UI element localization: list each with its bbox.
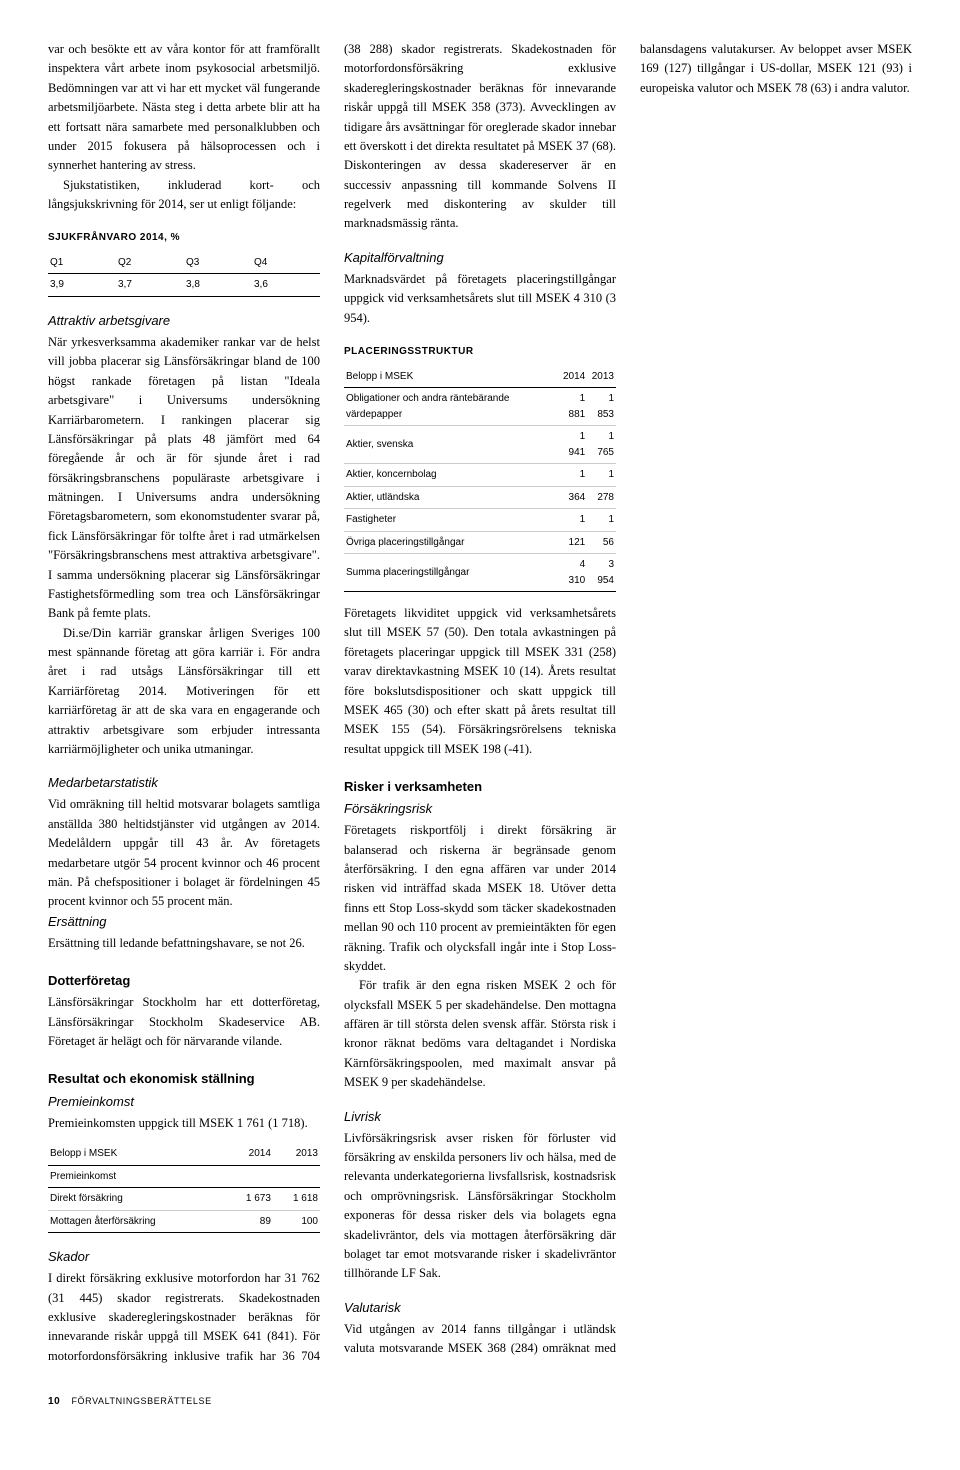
table-header: 2014 [226,1143,273,1165]
table-cell: 1 765 [587,426,616,464]
table-title: PLACERINGSSTRUKTUR [344,344,616,360]
table-cell: Mottagen återförsäkring [48,1210,226,1233]
body-paragraph: Livförsäkringsrisk avser risken för förl… [344,1129,616,1284]
table-cell: 121 [558,531,587,554]
table-row: Aktier, utländska 364 278 [344,486,616,509]
subheading-asset-mgmt: Kapitalförvaltning [344,248,616,268]
table-row: Summa placeringstillgångar 4 310 3 954 [344,554,616,592]
table-cell: 278 [587,486,616,509]
body-paragraph: Marknadsvärdet på företagets placeringst… [344,270,616,328]
premium-income-table: Belopp i MSEK 2014 2013 Premieinkomst Di… [48,1143,320,1233]
heading-risks: Risker i verksamheten [344,777,616,797]
subheading-attractive-employer: Attraktiv arbetsgivare [48,311,320,331]
subheading-insurance-risk: Försäkringsrisk [344,799,616,819]
table-cell: Direkt försäkring [48,1188,226,1211]
table-cell: 1 [558,464,587,487]
table-cell: 3 954 [587,554,616,592]
table-cell: 1 618 [273,1188,320,1211]
subheading-premium-income: Premieinkomst [48,1092,320,1112]
table-cell: Fastigheter [344,509,558,532]
body-paragraph: Vid omräkning till heltid motsvarar bola… [48,795,320,911]
subheading-life-risk: Livrisk [344,1107,616,1127]
table-header-row: Belopp i MSEK 2014 2013 [48,1143,320,1165]
table-row: 3,9 3,7 3,8 3,6 [48,274,320,297]
subheading-claims: Skador [48,1247,320,1267]
table-cell: 1 941 [558,426,587,464]
table-cell: 56 [587,531,616,554]
table-cell: 3,6 [252,274,320,297]
table-cell: Aktier, koncernbolag [344,464,558,487]
table-cell: Obligationer och andra räntebärande värd… [344,388,558,426]
table-subhead: Premieinkomst [48,1165,320,1188]
table-title: SJUKFRÅNVARO 2014, % [48,230,320,246]
table-header: Belopp i MSEK [344,366,558,388]
sickness-table: Q1 Q2 Q3 Q4 3,9 3,7 3,8 3,6 [48,252,320,297]
table-header: 2013 [273,1143,320,1165]
table-cell: 3,7 [116,274,184,297]
page-number: 10 [48,1396,60,1407]
table-cell: 1 853 [587,388,616,426]
body-paragraph: Premieinkomsten uppgick till MSEK 1 761 … [48,1114,320,1133]
body-paragraph: När yrkesverksamma akademiker rankar var… [48,333,320,624]
table-cell: 1 881 [558,388,587,426]
body-paragraph: Företagets riskportfölj i direkt försäkr… [344,821,616,976]
table-row: Aktier, koncernbolag 1 1 [344,464,616,487]
table-row: Obligationer och andra räntebärande värd… [344,388,616,426]
table-header-row: Belopp i MSEK 2014 2013 [344,366,616,388]
table-header: 2014 [558,366,587,388]
table-cell: 1 673 [226,1188,273,1211]
table-cell: Aktier, utländska [344,486,558,509]
page-columns: var och besökte ett av våra kontor för a… [48,40,912,1370]
body-paragraph: Di.se/Din karriär granskar årligen Sveri… [48,624,320,760]
table-header: Belopp i MSEK [48,1143,226,1165]
body-paragraph: var och besökte ett av våra kontor för a… [48,40,320,176]
table-header: Q3 [184,252,252,274]
heading-subsidiaries: Dotterföretag [48,971,320,991]
table-subhead-row: Premieinkomst [48,1165,320,1188]
table-header-row: Q1 Q2 Q3 Q4 [48,252,320,274]
table-cell: 89 [226,1210,273,1233]
body-paragraph: Sjukstatistiken, inkluderad kort- och lå… [48,176,320,215]
table-header: 2013 [587,366,616,388]
table-row: Fastigheter 1 1 [344,509,616,532]
sickness-table-block: SJUKFRÅNVARO 2014, % Q1 Q2 Q3 Q4 3,9 3,7… [48,230,320,297]
body-paragraph: Företagets likviditet uppgick vid verksa… [344,604,616,759]
table-header: Q1 [48,252,116,274]
subheading-currency-risk: Valutarisk [344,1298,616,1318]
table-cell: 1 [558,509,587,532]
subheading-compensation: Ersättning [48,912,320,932]
table-row: Aktier, svenska 1 941 1 765 [344,426,616,464]
table-cell: 1 [587,509,616,532]
table-row: Övriga placeringstillgångar 121 56 [344,531,616,554]
premium-table-block: Belopp i MSEK 2014 2013 Premieinkomst Di… [48,1143,320,1233]
subheading-employee-stats: Medarbetarstatistik [48,773,320,793]
table-cell: 364 [558,486,587,509]
investment-table-block: PLACERINGSSTRUKTUR Belopp i MSEK 2014 20… [344,344,616,592]
table-cell: 100 [273,1210,320,1233]
table-cell: 3,9 [48,274,116,297]
investment-structure-table: Belopp i MSEK 2014 2013 Obligationer och… [344,366,616,593]
table-row: Mottagen återförsäkring 89 100 [48,1210,320,1233]
body-paragraph: För trafik är den egna risken MSEK 2 och… [344,976,616,1092]
heading-results: Resultat och ekonomisk ställning [48,1069,320,1089]
table-cell: 1 [587,464,616,487]
table-cell: 4 310 [558,554,587,592]
table-cell: Övriga placeringstillgångar [344,531,558,554]
table-header: Q2 [116,252,184,274]
body-paragraph: Länsförsäkringar Stockholm har ett dotte… [48,993,320,1051]
page-footer: 10 FÖRVALTNINGSBERÄTTELSE [48,1394,912,1410]
footer-label: FÖRVALTNINGSBERÄTTELSE [71,1396,211,1406]
table-header: Q4 [252,252,320,274]
table-row: Direkt försäkring 1 673 1 618 [48,1188,320,1211]
body-paragraph: Ersättning till ledande befattningshavar… [48,934,320,953]
table-cell: Summa placeringstillgångar [344,554,558,592]
table-cell: Aktier, svenska [344,426,558,464]
table-cell: 3,8 [184,274,252,297]
